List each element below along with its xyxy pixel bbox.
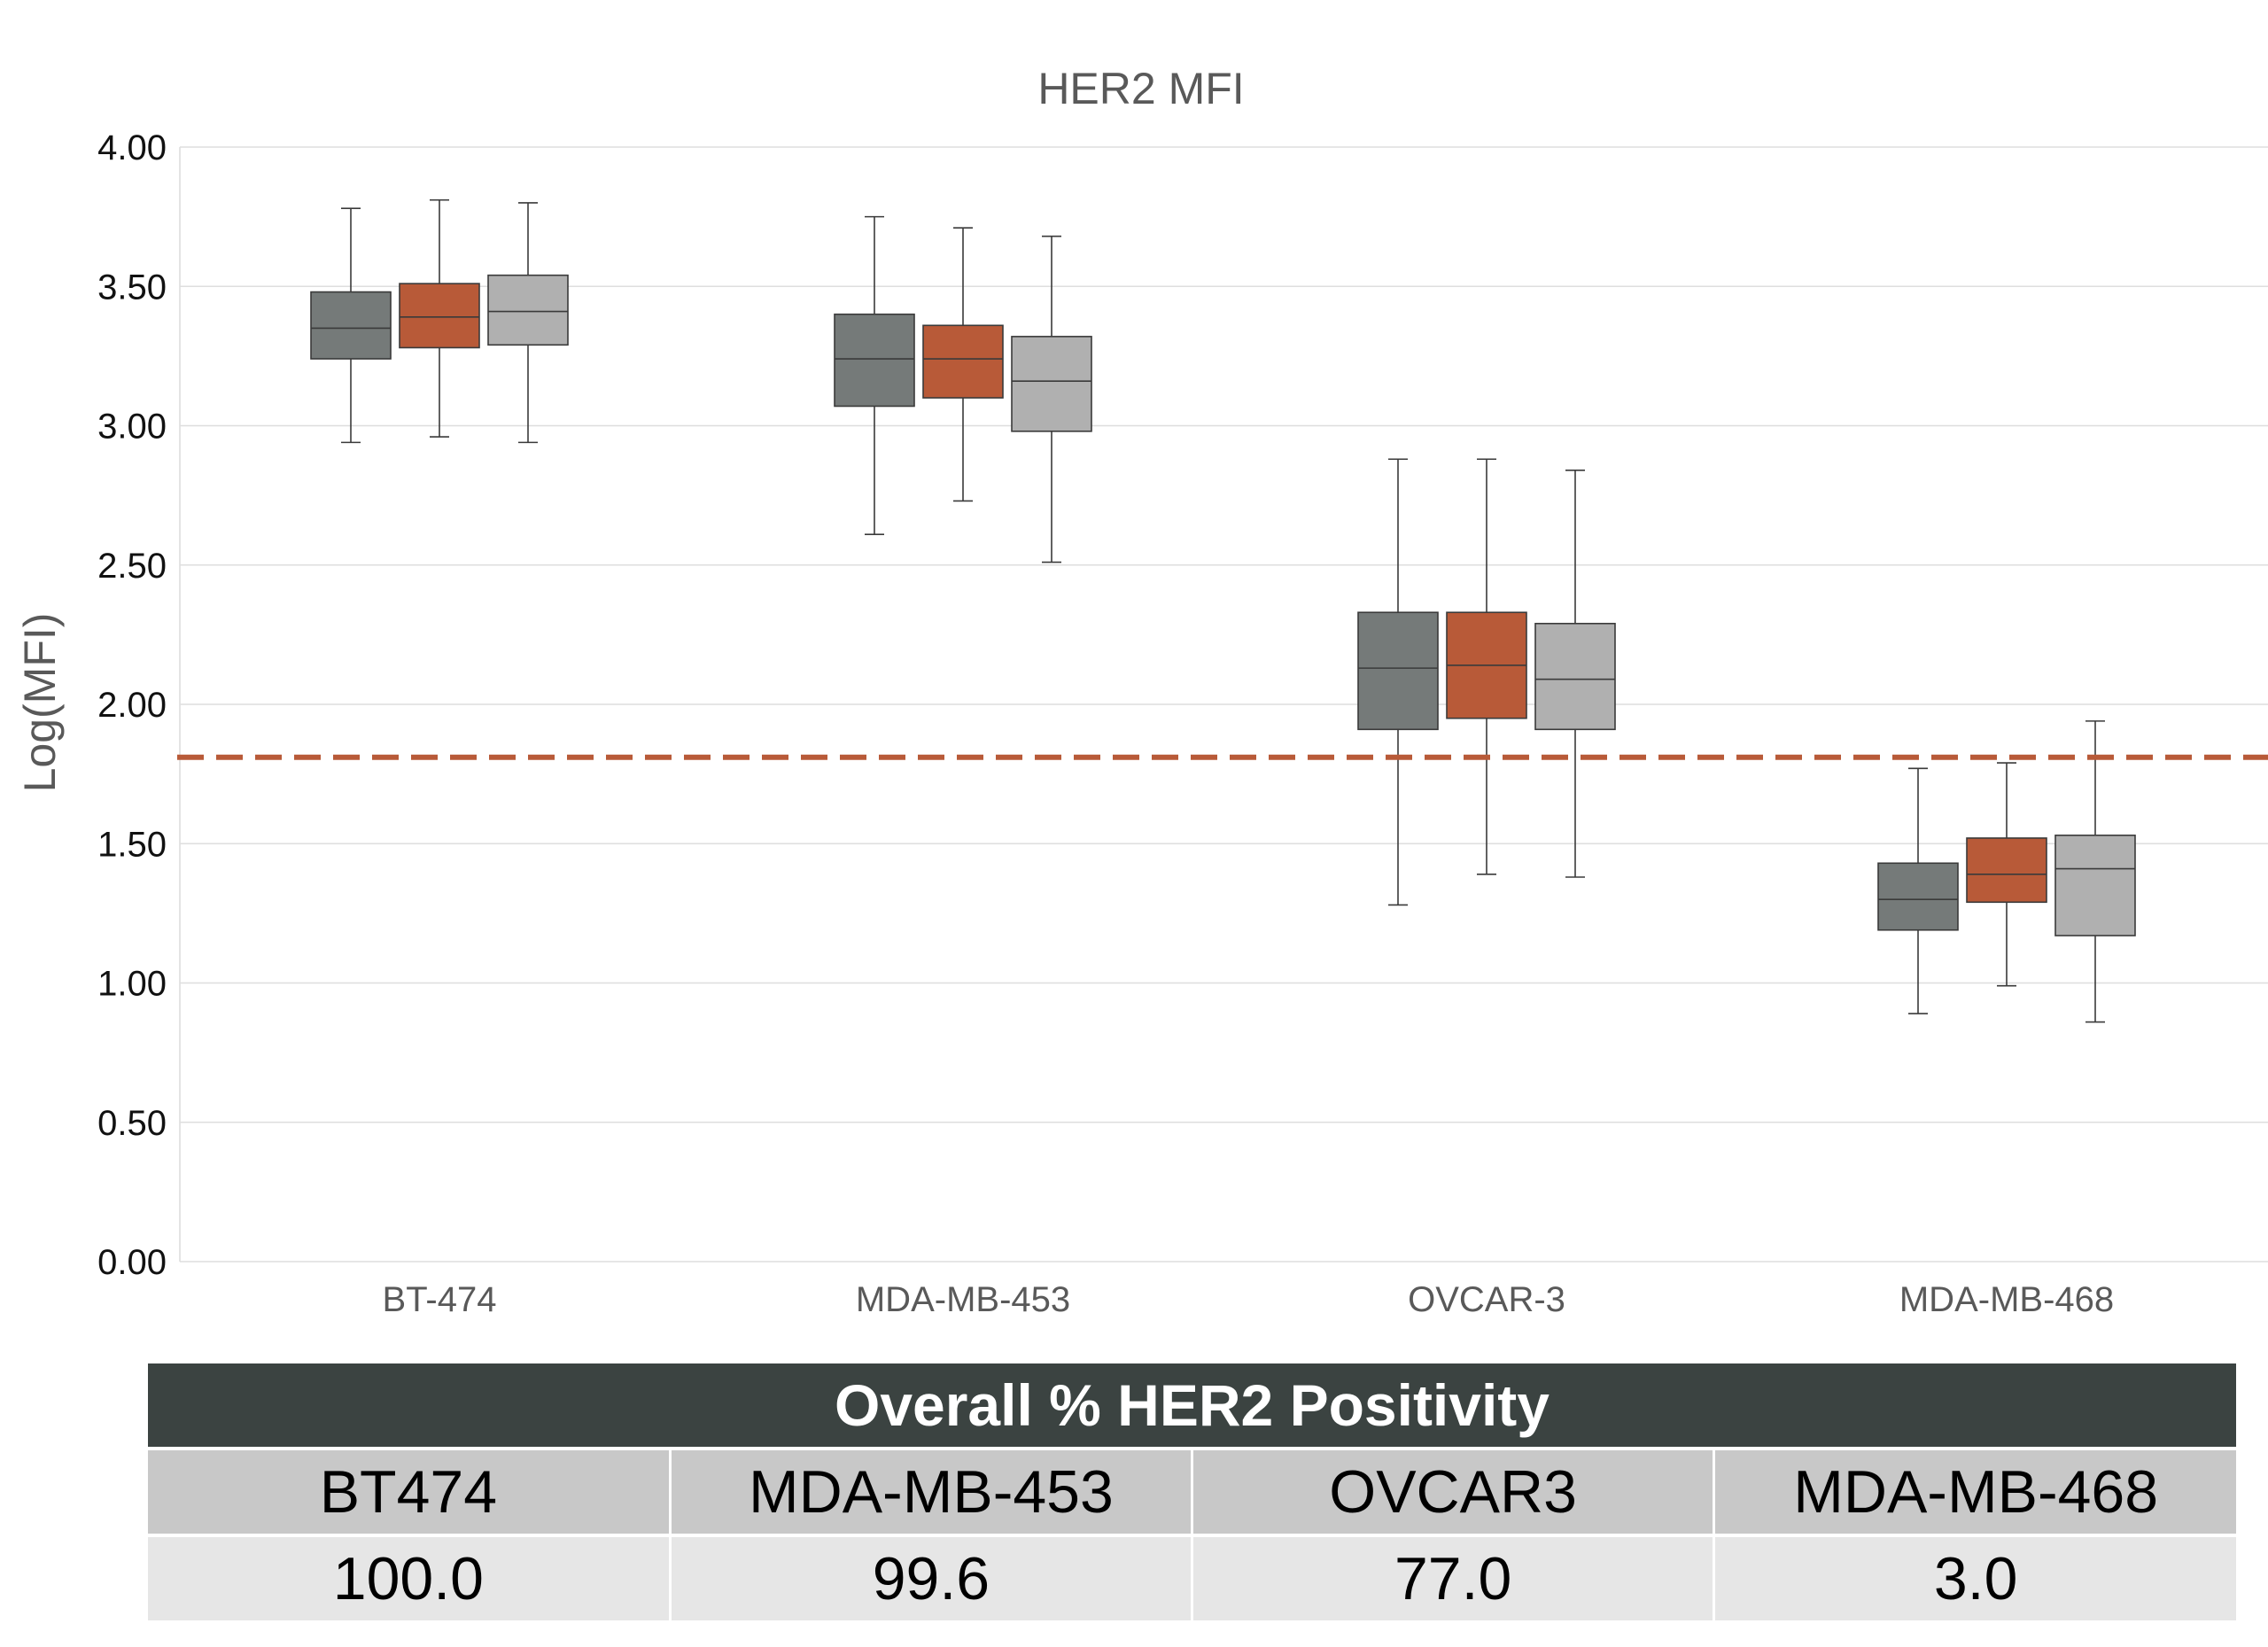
table-value-bt474: 100.0 [148,1535,672,1620]
y-tick-label: 4.00 [97,128,167,167]
box-mda-mb-453-series-2 [922,227,1004,502]
y-tick-label: 3.00 [97,408,167,447]
table-value-mda-mb-453: 99.6 [670,1535,1194,1620]
box-ovcar-3-series-3 [1534,470,1616,878]
box-iqr [399,283,480,349]
box-ovcar-3-series-1 [1357,458,1439,906]
y-tick-label: 0.00 [97,1243,167,1282]
box-iqr [487,274,569,346]
box-bt-474-series-1 [310,207,392,444]
table-title: Overall % HER2 Positivity [148,1363,2236,1450]
box-plots [310,198,2136,1023]
table-value-ovcar3: 77.0 [1192,1535,1716,1620]
box-iqr [1877,862,1959,931]
positivity-table: Overall % HER2 Positivity BT474 MDA-MB-4… [148,1363,2236,1620]
x-axis-ticks: BT-474 MDA-MB-453 OVCAR-3 MDA-MB-468 [383,1280,2115,1319]
y-tick-label: 0.50 [97,1104,167,1143]
box-mda-mb-468-series-3 [2054,720,2136,1023]
y-tick-label: 1.50 [97,825,167,864]
box-mda-mb-453-series-3 [1011,235,1092,563]
box-mda-mb-468-series-1 [1877,767,1959,1014]
y-axis-label: Log(MFI) [15,613,65,793]
table-value-mda-mb-468: 3.0 [1713,1535,2236,1620]
x-tick-label: MDA-MB-453 [856,1280,1070,1319]
box-ovcar-3-series-2 [1446,458,1527,875]
box-bt-474-series-3 [487,202,569,444]
table-header-bt474: BT474 [148,1449,672,1537]
box-iqr [922,324,1004,399]
y-tick-label: 2.50 [97,547,167,586]
box-iqr [1011,336,1092,432]
y-tick-label: 2.00 [97,686,167,725]
box-iqr [1534,622,1616,731]
box-iqr [2054,835,2136,936]
chart-title: HER2 MFI [1037,64,1244,113]
x-tick-label: MDA-MB-468 [1899,1280,2114,1319]
table-header-mda-mb-453: MDA-MB-453 [670,1449,1194,1537]
box-mda-mb-453-series-1 [834,215,915,535]
x-tick-label: BT-474 [383,1280,497,1319]
table-header-mda-mb-468: MDA-MB-468 [1713,1449,2236,1537]
box-bt-474-series-2 [399,198,480,438]
box-mda-mb-468-series-2 [1966,762,2047,987]
box-iqr [834,313,915,408]
box-iqr [1357,611,1439,731]
y-tick-label: 3.50 [97,268,167,307]
y-axis-ticks: 0.00 0.50 1.00 1.50 2.00 2.50 3.00 3.50 4.00 [97,128,167,1282]
x-tick-label: OVCAR-3 [1408,1280,1565,1319]
table-header-ovcar3: OVCAR3 [1192,1449,1716,1537]
box-iqr [1966,837,2047,904]
y-tick-label: 1.00 [97,965,167,1004]
her2-mfi-box-chart: HER2 MFI Log(MFI) 0.00 0.50 1.00 1.50 2.00 2.… [15,64,2268,1319]
box-iqr [310,291,392,360]
